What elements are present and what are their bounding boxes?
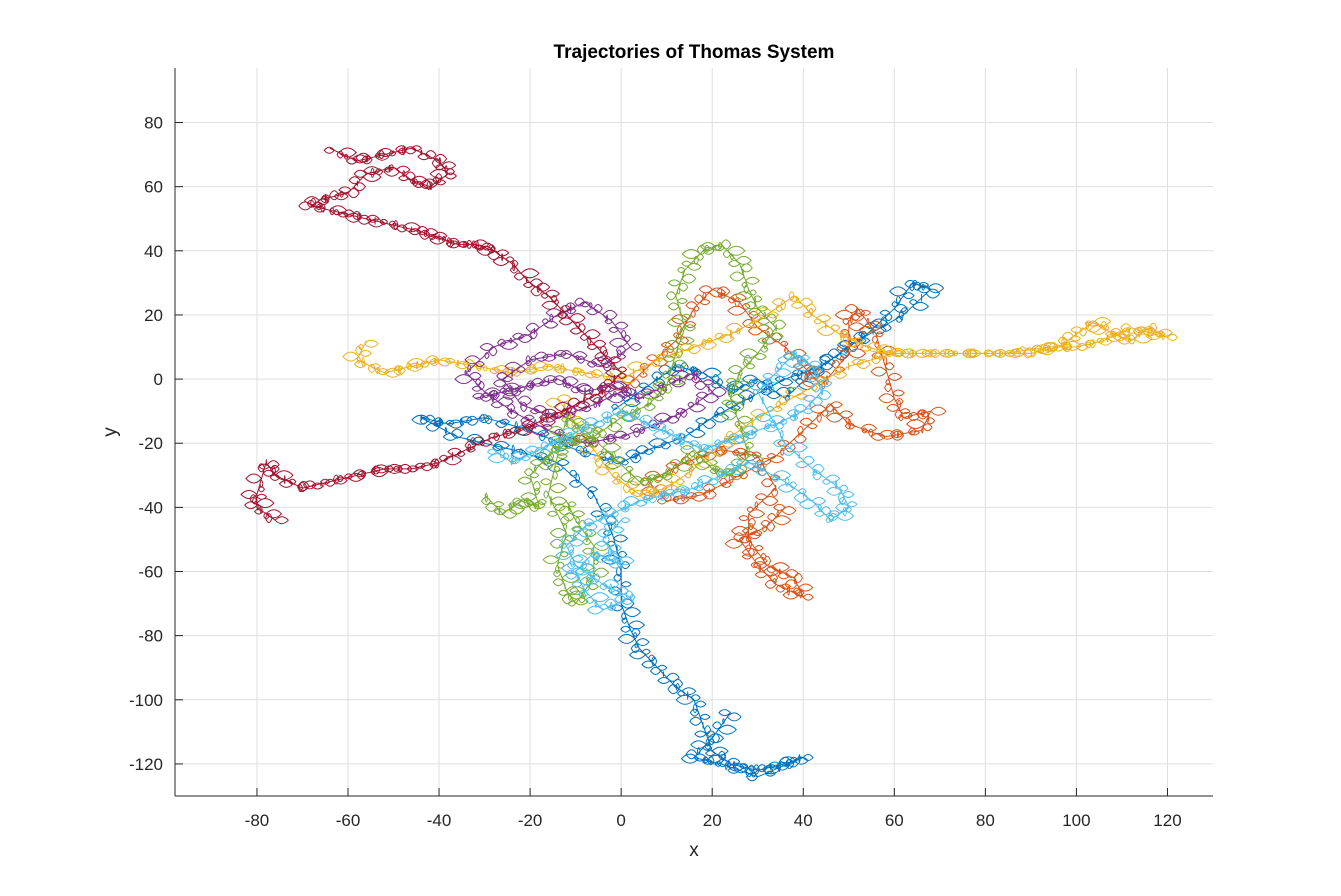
x-tick-label: 40 — [794, 811, 813, 830]
y-tick-label: -20 — [138, 434, 163, 453]
x-axis-label: x — [689, 840, 699, 861]
x-tick-label: -60 — [336, 811, 361, 830]
axes — [174, 68, 1213, 797]
y-tick-label: 20 — [144, 306, 163, 325]
y-tick-label: -40 — [138, 498, 163, 517]
y-tick-label: 0 — [154, 370, 163, 389]
trajectory-series-1 — [411, 279, 945, 782]
trajectory-series-4 — [454, 297, 727, 448]
y-tick-label: -100 — [129, 691, 163, 710]
x-tick-labels: -80 -60 -40 -20 0 20 40 60 80 100 120 — [245, 811, 1182, 830]
chart-title: Trajectories of Thomas System — [554, 42, 835, 63]
x-tick-label: 60 — [885, 811, 904, 830]
trajectory-series-3 — [342, 291, 1179, 500]
x-tick-label: 100 — [1062, 811, 1090, 830]
y-tick-label: 80 — [144, 114, 163, 133]
x-tick-label: 120 — [1153, 811, 1181, 830]
y-tick-label: -80 — [138, 627, 163, 646]
trajectory-series-6 — [487, 349, 858, 615]
y-tick-label: -60 — [138, 563, 163, 582]
y-tick-label: 40 — [144, 242, 163, 261]
trajectory-series-5 — [481, 239, 787, 607]
y-tick-labels: 80 60 40 20 0 -20 -40 -60 -80 -100 -120 — [129, 114, 163, 774]
x-tick-label: -80 — [245, 811, 270, 830]
x-tick-label: 80 — [976, 811, 995, 830]
x-tick-label: 0 — [616, 811, 625, 830]
grid — [175, 68, 1213, 796]
x-tick-label: -20 — [518, 811, 543, 830]
trajectory-series-2 — [620, 285, 947, 601]
y-tick-label: -120 — [129, 755, 163, 774]
y-tick-label: 60 — [144, 178, 163, 197]
x-tick-label: 20 — [703, 811, 722, 830]
y-axis-label: y — [100, 427, 121, 437]
x-tick-label: -40 — [427, 811, 452, 830]
trajectory-series-7 — [240, 145, 628, 525]
plot-area — [240, 145, 1179, 782]
